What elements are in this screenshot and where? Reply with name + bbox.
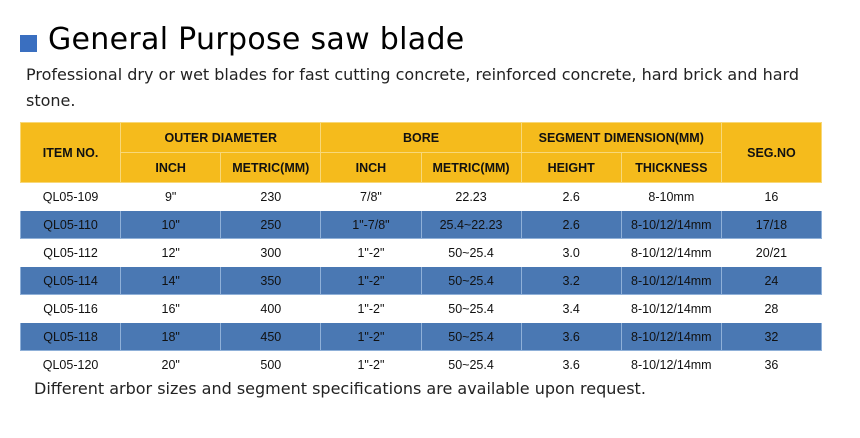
table-cell: 20" — [120, 350, 222, 379]
table-cell: 25.4~22.23 — [420, 210, 522, 239]
header-item-no: ITEM NO. — [19, 122, 122, 183]
table-cell: 3.6 — [520, 322, 622, 351]
table-row: QL05-116 16" 400 1"-2" 50~25.4 3.4 8-10/12/14m… — [19, 294, 823, 323]
table-cell: 1"-2" — [320, 266, 422, 295]
table-row: QL05-109 9" 230 7/8" 22.23 2.6 8-10mm 16 — [19, 182, 823, 211]
header-od-inch: INCH — [120, 152, 222, 183]
description: Professional dry or wet blades for fast … — [26, 65, 799, 110]
table-cell: 8-10/12/14mm — [620, 322, 722, 351]
table-cell: 50~25.4 — [420, 294, 522, 323]
table-cell: 8-10/12/14mm — [620, 266, 722, 295]
table-cell: 400 — [220, 294, 322, 323]
table-cell: 8-10/12/14mm — [620, 294, 722, 323]
table-cell: 2.6 — [520, 182, 622, 211]
header-bore-inch: INCH — [320, 152, 422, 183]
table-cell: QL05-118 — [19, 322, 122, 351]
table-cell: 28 — [720, 294, 823, 323]
header-thickness: THICKNESS — [620, 152, 722, 183]
table-cell: 22.23 — [420, 182, 522, 211]
table-cell: 9" — [120, 182, 222, 211]
table-cell: 1"-7/8" — [320, 210, 422, 239]
table-cell: 500 — [220, 350, 322, 379]
table-cell: 16" — [120, 294, 222, 323]
header-bore: BORE — [320, 122, 522, 153]
table-cell: QL05-120 — [19, 350, 122, 379]
header-seg-no: SEG.NO — [720, 122, 823, 183]
table-cell: 1"-2" — [320, 294, 422, 323]
table-cell: QL05-112 — [19, 238, 122, 267]
spec-table: ITEM NO. OUTER DIAMETER BORE SEGMENT DIM… — [19, 122, 823, 379]
table-cell: QL05-114 — [19, 266, 122, 295]
table-cell: 2.6 — [520, 210, 622, 239]
header-od-metric: METRIC(MM) — [220, 152, 322, 183]
header-height: HEIGHT — [520, 152, 622, 183]
table-row: QL05-110 10" 250 1"-7/8" 25.4~22.23 2.6 8-10/1… — [19, 210, 823, 239]
table-cell: 36 — [720, 350, 823, 379]
table-cell: 50~25.4 — [420, 322, 522, 351]
table-cell: 20/21 — [720, 238, 823, 267]
table-cell: 8-10mm — [620, 182, 722, 211]
table-cell: 8-10/12/14mm — [620, 210, 722, 239]
table-cell: 50~25.4 — [420, 238, 522, 267]
table-cell: 3.4 — [520, 294, 622, 323]
page-title: General Purpose saw blade — [48, 22, 465, 57]
table-cell: 8-10/12/14mm — [620, 350, 722, 379]
table-cell: 16 — [720, 182, 823, 211]
table-cell: 350 — [220, 266, 322, 295]
header-outer-diameter: OUTER DIAMETER — [120, 122, 322, 153]
header-bore-metric: METRIC(MM) — [420, 152, 522, 183]
table-cell: 3.6 — [520, 350, 622, 379]
table-cell: QL05-116 — [19, 294, 122, 323]
header-segment-dimension: SEGMENT DIMENSION(MM) — [520, 122, 722, 153]
table-cell: 1"-2" — [320, 322, 422, 351]
table-cell: 1"-2" — [320, 238, 422, 267]
table-cell: 50~25.4 — [420, 350, 522, 379]
table-cell: 450 — [220, 322, 322, 351]
table-cell: 32 — [720, 322, 823, 351]
table-cell: 300 — [220, 238, 322, 267]
table-cell: 18" — [120, 322, 222, 351]
table-cell: 3.0 — [520, 238, 622, 267]
table-cell: 8-10/12/14mm — [620, 238, 722, 267]
table-cell: 50~25.4 — [420, 266, 522, 295]
table-cell: 1"-2" — [320, 350, 422, 379]
table-row: QL05-112 12" 300 1"-2" 50~25.4 3.0 8-10/12/14m… — [19, 238, 823, 267]
table-cell: 17/18 — [720, 210, 823, 239]
title-square-icon — [20, 35, 37, 52]
footer-note: Different arbor sizes and segment specif… — [34, 379, 646, 398]
table-cell: 250 — [220, 210, 322, 239]
table-cell: QL05-110 — [19, 210, 122, 239]
table-cell: 10" — [120, 210, 222, 239]
table-row: QL05-120 20" 500 1"-2" 50~25.4 3.6 8-10/12/14m… — [19, 350, 823, 379]
table-cell: 14" — [120, 266, 222, 295]
table-cell: 24 — [720, 266, 823, 295]
table-cell: 230 — [220, 182, 322, 211]
table-cell: 3.2 — [520, 266, 622, 295]
table-cell: 7/8" — [320, 182, 422, 211]
table-row: QL05-114 14" 350 1"-2" 50~25.4 3.2 8-10/12/14m… — [19, 266, 823, 295]
table-row: QL05-118 18" 450 1"-2" 50~25.4 3.6 8-10/12/14m… — [19, 322, 823, 351]
table-cell: QL05-109 — [19, 182, 122, 211]
table-cell: 12" — [120, 238, 222, 267]
